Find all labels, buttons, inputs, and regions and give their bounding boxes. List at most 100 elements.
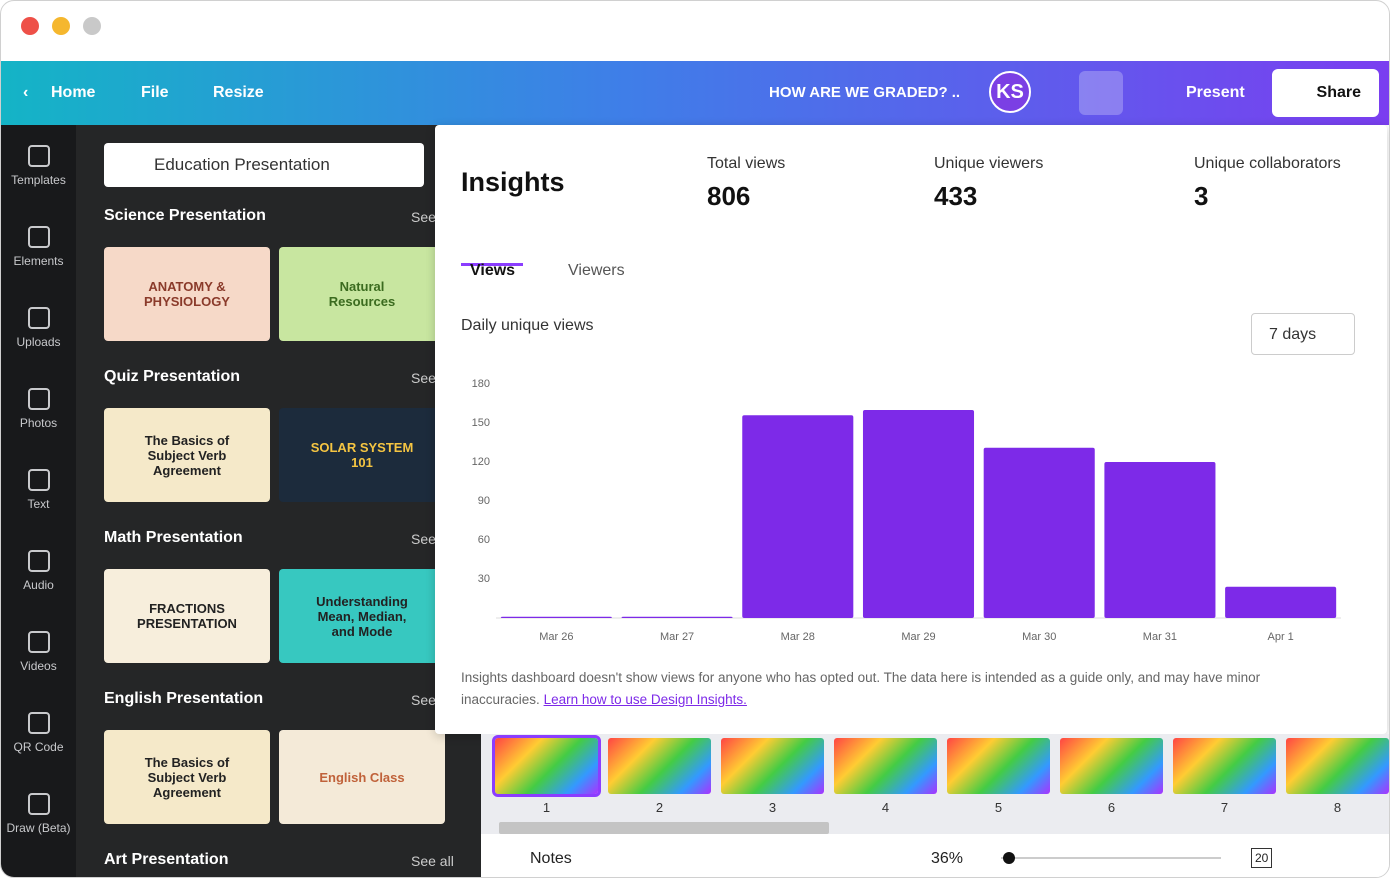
template-thumb[interactable]: The Basics of Subject Verb Agreement xyxy=(104,408,270,502)
footer: Notes 36% 20 xyxy=(481,836,1389,877)
filmstrip: 1 2 3 4 5 6 7 8 xyxy=(481,734,1389,834)
page-number: 6 xyxy=(1107,800,1116,815)
tab-underline xyxy=(461,263,523,266)
see-link[interactable]: See all xyxy=(411,853,454,869)
template-thumb[interactable]: SOLAR SYSTEM 101 xyxy=(279,408,445,502)
footnote: Insights dashboard doesn't show views fo… xyxy=(461,667,1341,711)
sidebar-icon xyxy=(27,145,50,167)
sidebar-icon xyxy=(27,631,50,653)
zoom-dot[interactable] xyxy=(83,17,101,35)
template-library: Education Presentation Science Presentat… xyxy=(76,125,481,877)
zoom-track[interactable] xyxy=(1001,857,1221,859)
page-thumb[interactable] xyxy=(492,735,601,797)
sidebar-icon xyxy=(27,550,50,572)
page-count[interactable]: 20 xyxy=(1251,848,1273,868)
page-number: 7 xyxy=(1220,800,1229,815)
sidebar-item[interactable]: Templates xyxy=(1,145,76,187)
x-tick-label: Mar 26 xyxy=(539,631,573,643)
x-tick-label: Mar 30 xyxy=(1022,631,1056,643)
stat-label: Unique collaborators xyxy=(1194,155,1341,172)
stat-label: Unique viewers xyxy=(934,155,1044,172)
doc-title[interactable]: HOW ARE WE GRADED? .. xyxy=(769,84,961,101)
sidebar-item[interactable]: Uploads xyxy=(1,307,76,349)
see-link[interactable]: See xyxy=(411,370,436,386)
tab[interactable]: Views xyxy=(470,262,516,279)
template-thumb[interactable]: Understanding Mean, Median, and Mode xyxy=(279,569,445,663)
home-button[interactable]: Home xyxy=(51,84,96,101)
bar xyxy=(1225,586,1337,618)
stat-value: 806 xyxy=(707,181,751,211)
sidebar-item[interactable]: Audio xyxy=(1,550,76,592)
template-thumb[interactable]: FRACTIONS PRESENTATION xyxy=(104,569,270,663)
help-link[interactable]: Learn how to use Design Insights. xyxy=(543,692,747,707)
page-number: 8 xyxy=(1333,800,1342,815)
x-tick-label: Mar 31 xyxy=(1143,631,1177,643)
page-thumb[interactable] xyxy=(1286,738,1389,794)
sidebar-item[interactable]: Elements xyxy=(1,226,76,268)
x-tick-label: Mar 29 xyxy=(901,631,935,643)
page-thumb[interactable] xyxy=(608,738,711,794)
sidebar-item[interactable]: Text xyxy=(1,469,76,511)
insights-title: Insights xyxy=(461,167,565,197)
sidebar-label: Audio xyxy=(23,578,54,592)
sidebar-icon xyxy=(27,469,50,491)
section-title: English Presentation xyxy=(104,690,264,707)
notes-button[interactable]: Notes xyxy=(530,850,572,867)
range-dropdown[interactable]: 7 days xyxy=(1251,313,1355,355)
x-tick-label: Apr 1 xyxy=(1267,631,1293,643)
share-button[interactable]: Share xyxy=(1272,69,1379,117)
sidebar-item[interactable]: Draw (Beta) xyxy=(1,793,76,835)
stat-label: Total views xyxy=(707,155,786,172)
present-button[interactable]: Present xyxy=(1186,84,1245,101)
zoom-thumb[interactable] xyxy=(1003,852,1015,864)
see-link[interactable]: See xyxy=(411,692,436,708)
x-tick-label: Mar 27 xyxy=(660,631,694,643)
sidebar-item[interactable]: Photos xyxy=(1,388,76,430)
y-tick-label: 60 xyxy=(478,534,490,546)
back-arrow[interactable]: ‹ xyxy=(23,84,29,101)
close-dot[interactable] xyxy=(21,17,39,35)
template-thumb[interactable]: English Class xyxy=(279,730,445,824)
sidebar-label: Draw (Beta) xyxy=(6,821,71,835)
tab[interactable]: Viewers xyxy=(568,262,625,279)
section-title: Science Presentation xyxy=(104,207,266,224)
search-box[interactable]: Education Presentation xyxy=(104,143,424,187)
template-thumb[interactable]: ANATOMY & PHYSIOLOGY xyxy=(104,247,270,341)
sidebar-label: Text xyxy=(27,497,50,511)
scrollbar[interactable] xyxy=(499,822,829,834)
resize-menu[interactable]: Resize xyxy=(213,84,264,101)
bar xyxy=(983,447,1095,618)
sidebar-label: QR Code xyxy=(13,740,64,754)
page-number: 4 xyxy=(881,800,890,815)
file-menu[interactable]: File xyxy=(141,84,169,101)
page-thumb[interactable] xyxy=(721,738,824,794)
see-link[interactable]: See xyxy=(411,209,436,225)
page-thumb[interactable] xyxy=(834,738,937,794)
bar xyxy=(862,410,975,618)
template-thumb[interactable]: The Basics of Subject Verb Agreement xyxy=(104,730,270,824)
minimize-dot[interactable] xyxy=(52,17,70,35)
bar xyxy=(742,415,854,618)
stat-value: 3 xyxy=(1194,181,1209,211)
sidebar-icon xyxy=(27,793,50,815)
insights-button[interactable] xyxy=(1079,71,1123,115)
footnote-text: Insights dashboard doesn't show views fo… xyxy=(461,670,1261,707)
page-thumb[interactable] xyxy=(947,738,1050,794)
y-tick-label: 120 xyxy=(472,456,490,468)
page-number: 2 xyxy=(655,800,664,815)
page-thumb[interactable] xyxy=(1060,738,1163,794)
sidebar-label: Elements xyxy=(13,254,64,268)
section-title: Quiz Presentation xyxy=(104,368,241,385)
see-link[interactable]: See xyxy=(411,531,436,547)
page-thumb[interactable] xyxy=(1173,738,1276,794)
y-tick-label: 30 xyxy=(478,573,490,585)
template-thumb[interactable]: Natural Resources xyxy=(279,247,445,341)
avatar[interactable]: KS xyxy=(989,71,1031,113)
sidebar-item[interactable]: QR Code xyxy=(1,712,76,754)
y-tick-label: 90 xyxy=(478,495,490,507)
sidebar-icon xyxy=(27,388,50,410)
page-number: 3 xyxy=(768,800,777,815)
sidebar-item[interactable]: Videos xyxy=(1,631,76,673)
x-tick-label: Mar 28 xyxy=(781,631,815,643)
